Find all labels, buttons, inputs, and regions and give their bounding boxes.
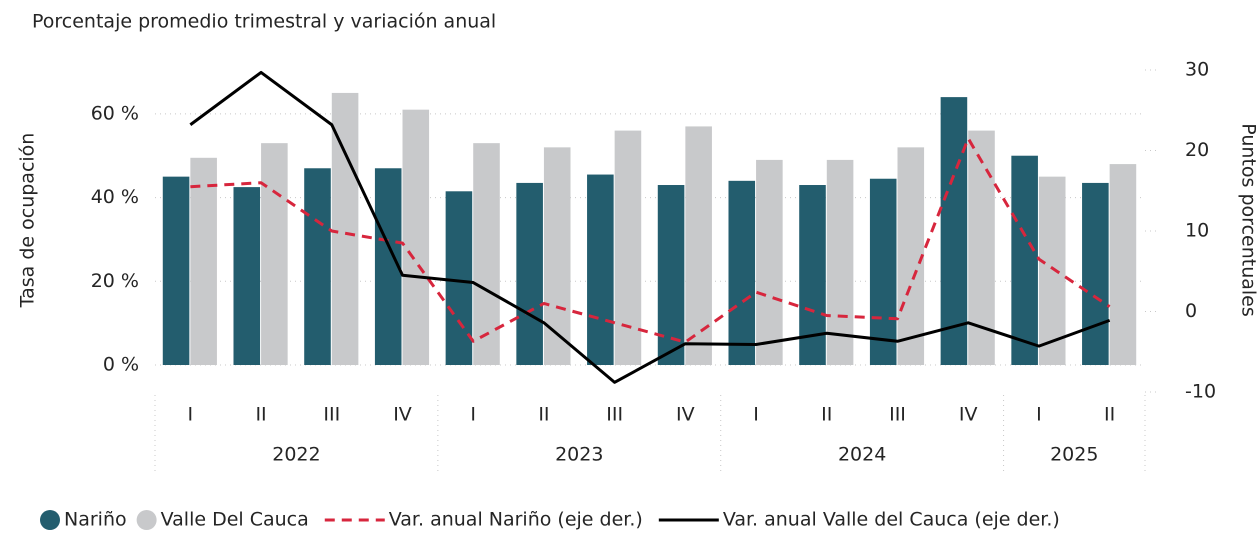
legend-label: Var. anual Valle del Cauca (eje der.) bbox=[723, 509, 1060, 531]
x-tick-label: III bbox=[323, 404, 340, 426]
bar bbox=[587, 174, 614, 365]
x-tick-label: I bbox=[753, 404, 759, 426]
bar bbox=[614, 130, 642, 365]
bar bbox=[897, 147, 925, 365]
bar bbox=[756, 159, 783, 365]
bar bbox=[1109, 164, 1137, 365]
legend-label: Nariño bbox=[64, 509, 127, 531]
bar bbox=[162, 176, 190, 365]
y-tick-label: 60 % bbox=[91, 102, 139, 124]
bar bbox=[869, 178, 897, 365]
x-tick-label: III bbox=[889, 404, 906, 426]
y2-tick-label: 30 bbox=[1185, 59, 1209, 81]
x-tick-label: III bbox=[606, 404, 623, 426]
y2-tick-label: 20 bbox=[1185, 139, 1209, 161]
x-tick-label: II bbox=[538, 404, 549, 426]
y-axis-title: Tasa de ocupación bbox=[17, 133, 39, 309]
x-tick-label: I bbox=[470, 404, 476, 426]
bar bbox=[516, 182, 543, 365]
y-tick-label: 20 % bbox=[91, 270, 139, 292]
bar bbox=[940, 97, 968, 365]
x-tick-label: I bbox=[188, 404, 194, 426]
x-tick-label: II bbox=[1104, 404, 1115, 426]
x-tick-label: II bbox=[255, 404, 266, 426]
x-tick-label: II bbox=[821, 404, 832, 426]
x-tick-label: IV bbox=[959, 404, 978, 426]
bar bbox=[402, 109, 430, 366]
x-tick-label: IV bbox=[393, 404, 412, 426]
y-tick-label: 40 % bbox=[91, 186, 139, 208]
bar bbox=[728, 180, 756, 365]
bar bbox=[1038, 176, 1066, 365]
bar bbox=[304, 168, 331, 365]
legend-swatch bbox=[40, 510, 60, 530]
bar bbox=[685, 126, 712, 366]
bar bbox=[473, 143, 500, 365]
y2-axis-title: Puntos porcentuales bbox=[1238, 123, 1257, 316]
x-group-label: 2024 bbox=[838, 444, 886, 466]
bar bbox=[190, 157, 217, 365]
chart-title: Porcentaje promedio trimestral y variaci… bbox=[32, 11, 496, 33]
x-group-label: 2025 bbox=[1050, 444, 1098, 466]
y2-tick-label: 10 bbox=[1185, 220, 1209, 242]
y-tick-label: 0 % bbox=[103, 354, 139, 376]
legend-label: Valle Del Cauca bbox=[161, 509, 309, 531]
x-tick-label: IV bbox=[676, 404, 695, 426]
x-tick-label: I bbox=[1036, 404, 1042, 426]
bar bbox=[233, 187, 261, 365]
bar bbox=[445, 191, 473, 365]
bar bbox=[1011, 155, 1038, 365]
x-group-label: 2023 bbox=[555, 444, 603, 466]
line-series bbox=[190, 136, 1111, 344]
bar bbox=[331, 92, 359, 365]
y2-tick-label: -10 bbox=[1185, 381, 1216, 403]
line-series bbox=[189, 70, 1111, 384]
y2-tick-label: 0 bbox=[1185, 300, 1197, 322]
bar bbox=[543, 147, 571, 365]
bar bbox=[1082, 182, 1109, 365]
bar bbox=[826, 159, 854, 365]
bar bbox=[261, 143, 288, 365]
legend-swatch bbox=[136, 510, 157, 530]
legend-label: Var. anual Nariño (eje der.) bbox=[389, 509, 643, 531]
x-group-label: 2022 bbox=[272, 444, 320, 466]
